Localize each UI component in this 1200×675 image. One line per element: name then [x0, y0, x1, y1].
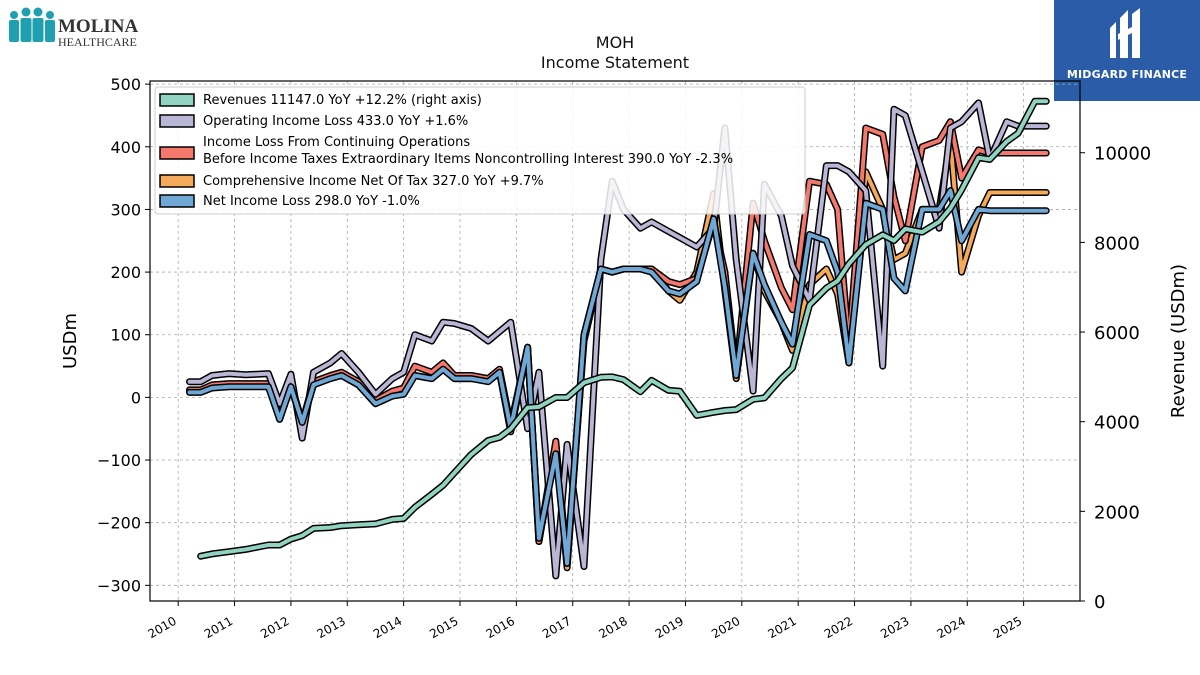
x-tick-label: 2024: [935, 614, 968, 641]
plot-frame: [149, 80, 1081, 602]
x-tick-label: 2014: [371, 614, 404, 641]
legend-box: [154, 86, 806, 215]
x-tick-label: 2021: [765, 614, 798, 641]
legend-swatch: [159, 146, 195, 160]
y-right-tick-label: 6000: [1094, 323, 1140, 344]
chart-title: MOH: [595, 33, 635, 52]
x-tick-label: 2017: [540, 614, 573, 641]
series-lines: [186, 97, 1050, 580]
molina-healthcare-logo: MOLINA HEALTHCARE: [9, 7, 139, 49]
y-right-axis-label: Revenue (USDm): [1168, 264, 1189, 418]
logo-text: MIDGARD FINANCE: [1066, 68, 1188, 81]
y-tick-label: 100: [110, 326, 141, 345]
x-tick-label: 2019: [653, 614, 686, 641]
legend-swatch: [159, 174, 195, 188]
y-right-tick-label: 10000: [1094, 144, 1151, 165]
legend-swatch: [159, 194, 195, 208]
legend-swatch: [159, 93, 195, 107]
y-tick-label: 500: [110, 75, 141, 94]
y-right-tick-label: 8000: [1094, 233, 1140, 254]
x-tick-label: 2016: [484, 614, 517, 641]
y-tick-label: −200: [97, 514, 141, 533]
x-tick-label: 2025: [991, 614, 1024, 641]
y-tick-label: −100: [97, 451, 141, 470]
y-tick-label: −300: [97, 576, 141, 595]
series-line-4: [187, 188, 1049, 566]
axes: 2010 2011 2012 2013 2014 2015 2016 2017 2018 2019…: [60, 75, 1189, 641]
legend-swatch: [159, 114, 195, 128]
y-tick-label: 200: [110, 263, 141, 282]
x-tick-label: 2013: [315, 614, 348, 641]
logo-line1: MOLINA: [58, 16, 139, 37]
y-tick-label: 400: [110, 138, 141, 157]
x-tick-label: 2022: [822, 614, 855, 641]
legend-label: Income Loss From Continuing Operations: [203, 135, 470, 150]
y-right-tick-label: 2000: [1094, 502, 1140, 523]
series-line-0: [198, 99, 1049, 559]
x-tick-label: 2012: [258, 614, 291, 641]
x-tick-label: 2011: [202, 614, 235, 641]
logo-line2: HEALTHCARE: [58, 35, 137, 49]
x-tick-label: 2020: [709, 614, 742, 641]
legend-label: Revenues 11147.0 YoY +12.2% (right axis): [203, 93, 482, 108]
y-right-tick-label: 4000: [1094, 413, 1140, 434]
x-tick-label: 2010: [145, 614, 178, 641]
x-tick-label: 2015: [427, 614, 460, 641]
chart-subtitle: Income Statement: [540, 53, 690, 72]
midgard-emblem-icon: [1110, 8, 1140, 58]
x-tick-label: 2023: [878, 614, 911, 641]
legend-label: Before Income Taxes Extraordinary Items …: [203, 152, 733, 167]
midgard-finance-logo: MIDGARD FINANCE: [1054, 0, 1200, 101]
legend-label: Net Income Loss 298.0 YoY -1.0%: [203, 194, 420, 209]
legend: Revenues 11147.0 YoY +12.2% (right axis)…: [154, 86, 806, 215]
y-right-tick-label: 0: [1094, 592, 1105, 613]
y-tick-label: 300: [110, 200, 141, 219]
y-tick-label: 0: [131, 388, 141, 407]
x-tick-label: 2018: [596, 614, 629, 641]
y-axis-label: USDm: [60, 313, 81, 369]
legend-label: Comprehensive Income Net Of Tax 327.0 Yo…: [203, 174, 544, 189]
legend-label: Operating Income Loss 433.0 YoY +1.6%: [203, 114, 468, 129]
